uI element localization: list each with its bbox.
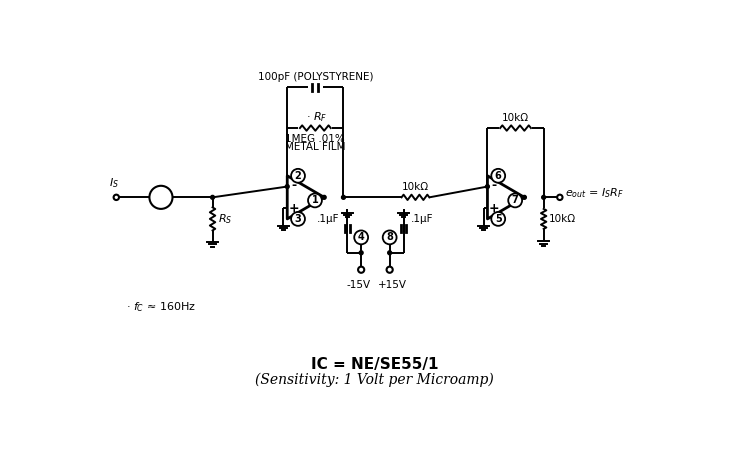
Circle shape <box>358 267 364 273</box>
Text: 10kΩ: 10kΩ <box>549 214 576 224</box>
Text: METAL FILM: METAL FILM <box>285 142 346 152</box>
Circle shape <box>523 195 526 199</box>
Text: $R_S$: $R_S$ <box>218 212 232 226</box>
Text: $e_{out}$ = $I_S R_F$: $e_{out}$ = $I_S R_F$ <box>565 187 624 200</box>
Circle shape <box>491 169 505 183</box>
Text: -: - <box>492 179 497 192</box>
Circle shape <box>383 230 397 244</box>
Text: · $f_C$ ≈ 160Hz: · $f_C$ ≈ 160Hz <box>126 300 196 314</box>
Circle shape <box>485 184 489 189</box>
Circle shape <box>113 195 119 200</box>
Text: .1μF: .1μF <box>412 214 433 224</box>
Text: 100pF (POLYSTYRENE): 100pF (POLYSTYRENE) <box>257 72 373 82</box>
Text: +: + <box>489 202 500 216</box>
Circle shape <box>291 169 305 183</box>
Text: 8: 8 <box>386 232 393 242</box>
Text: 7: 7 <box>512 195 518 205</box>
Text: · $R_F$: · $R_F$ <box>306 110 327 124</box>
Text: 10kΩ: 10kΩ <box>502 113 529 123</box>
Circle shape <box>308 193 322 207</box>
Circle shape <box>341 195 345 199</box>
Circle shape <box>285 184 289 189</box>
Circle shape <box>387 267 393 273</box>
Circle shape <box>359 251 363 255</box>
Text: 10kΩ: 10kΩ <box>402 182 429 192</box>
Circle shape <box>149 186 173 209</box>
Text: 2: 2 <box>295 171 301 181</box>
Text: 1: 1 <box>311 195 318 205</box>
Text: .1μF: .1μF <box>317 214 340 224</box>
Text: (Sensitivity: 1 Volt per Microamp): (Sensitivity: 1 Volt per Microamp) <box>255 373 493 387</box>
Text: 6: 6 <box>495 171 501 181</box>
Text: IC = NE/SE55/1: IC = NE/SE55/1 <box>311 357 438 372</box>
Text: $I_S$: $I_S$ <box>109 176 119 189</box>
Text: +: + <box>289 202 300 216</box>
Circle shape <box>387 251 392 255</box>
Circle shape <box>355 230 368 244</box>
Text: 5: 5 <box>495 214 501 224</box>
Circle shape <box>491 212 505 226</box>
Circle shape <box>211 195 214 199</box>
Text: +15V: +15V <box>378 281 407 290</box>
Circle shape <box>291 212 305 226</box>
Text: 4: 4 <box>357 232 365 242</box>
Text: 3: 3 <box>295 214 301 224</box>
Circle shape <box>557 195 563 200</box>
Text: -15V: -15V <box>346 281 370 290</box>
Circle shape <box>508 193 522 207</box>
Text: 1MEG .01%: 1MEG .01% <box>286 134 345 144</box>
Circle shape <box>322 195 326 199</box>
Circle shape <box>542 195 545 199</box>
Text: -: - <box>292 179 297 192</box>
